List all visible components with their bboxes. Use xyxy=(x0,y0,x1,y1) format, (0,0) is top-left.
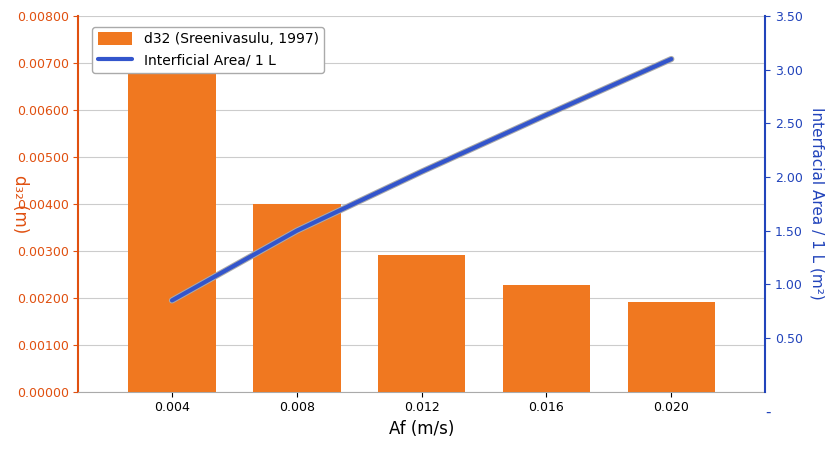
Bar xyxy=(628,303,715,392)
Interficial Area/ 1 L xyxy=(416,169,426,174)
Bar xyxy=(253,204,340,392)
Legend: d32 (Sreenivasulu, 1997), Interficial Area/ 1 L: d32 (Sreenivasulu, 1997), Interficial Ar… xyxy=(92,27,324,73)
Interficial Area/ 1 L xyxy=(666,56,676,62)
Y-axis label: Interfacial Area / 1 L (m²): Interfacial Area / 1 L (m²) xyxy=(810,107,825,300)
Interficial Area/ 1 L xyxy=(167,298,177,303)
Interficial Area/ 1 L xyxy=(292,228,302,233)
X-axis label: Af (m/s): Af (m/s) xyxy=(389,420,454,438)
Interficial Area/ 1 L xyxy=(542,112,552,118)
Bar xyxy=(378,255,466,392)
Bar xyxy=(502,285,590,392)
Y-axis label: d₃₂ (m): d₃₂ (m) xyxy=(11,175,29,233)
Line: Interficial Area/ 1 L: Interficial Area/ 1 L xyxy=(172,59,671,300)
Text: -: - xyxy=(765,405,771,420)
Bar xyxy=(128,66,216,392)
